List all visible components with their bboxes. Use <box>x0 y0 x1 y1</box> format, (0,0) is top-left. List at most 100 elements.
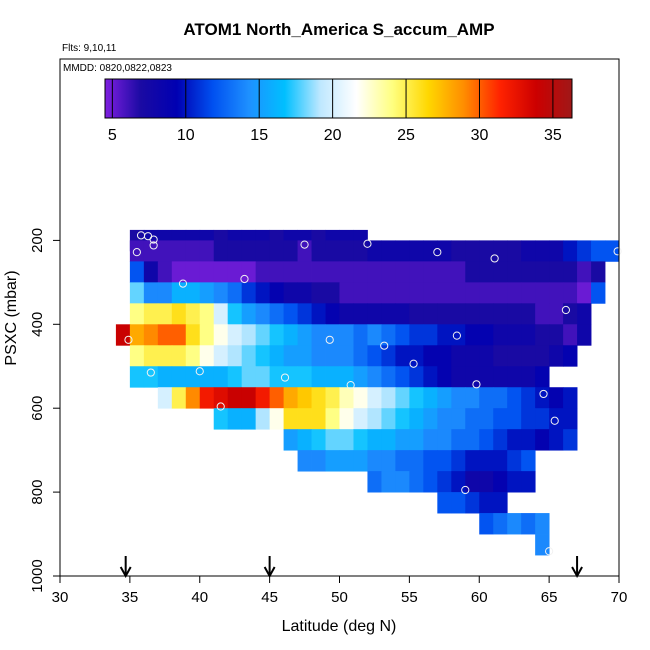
heatmap-cell <box>395 261 410 283</box>
flight-point <box>346 381 355 390</box>
heatmap-cell <box>507 387 522 409</box>
heatmap-cell <box>283 408 298 430</box>
heatmap-cell <box>493 345 508 367</box>
heatmap-cell <box>367 387 382 409</box>
heatmap-cell <box>437 240 452 262</box>
heatmap-cell <box>479 492 494 514</box>
heatmap-cell <box>549 261 564 283</box>
flight-point <box>300 240 309 249</box>
flight-point <box>472 380 481 389</box>
heatmap-cell <box>283 282 298 304</box>
heatmap-cell <box>577 303 592 325</box>
heatmap-cell <box>437 282 452 304</box>
heatmap-cell <box>311 408 326 430</box>
heatmap-cell <box>241 408 257 430</box>
heatmap-cell <box>339 282 354 304</box>
heatmap-cell <box>465 282 480 304</box>
heatmap-cell <box>269 261 284 283</box>
heatmap-cell <box>283 387 298 409</box>
heatmap-cell <box>507 450 522 472</box>
heatmap-cell <box>479 408 494 430</box>
heatmap-cell <box>479 471 494 493</box>
heatmap-cell <box>479 450 494 472</box>
heatmap-cell <box>437 450 452 472</box>
heatmap-cell <box>325 261 340 283</box>
heatmap-cell <box>157 240 173 262</box>
heatmap-cell <box>437 492 452 514</box>
heatmap-cell <box>535 345 550 367</box>
heatmap-cell <box>549 303 564 325</box>
heatmap-cell <box>241 261 257 283</box>
heatmap-cell <box>367 303 382 325</box>
dates-label: MMDD: 0820,0822,0823 <box>63 63 172 74</box>
heatmap-cell <box>283 345 298 367</box>
heatmap-cell <box>353 261 368 283</box>
colorbar-tick-label: 10 <box>177 127 195 144</box>
flight-point <box>561 305 570 315</box>
heatmap-cell <box>367 282 382 304</box>
heatmap-cell <box>171 324 187 346</box>
heatmap-cell <box>451 303 466 325</box>
heatmap-cell <box>283 366 298 388</box>
heatmap-cell <box>367 261 382 283</box>
heatmap-cell <box>325 366 340 388</box>
heatmap-cell <box>213 366 229 388</box>
heatmap-cell <box>297 366 312 388</box>
flight-point <box>550 416 559 425</box>
heatmap-cell <box>199 261 215 283</box>
heatmap-cell <box>535 240 550 262</box>
heatmap-cell <box>185 282 201 304</box>
heatmap-cell <box>353 324 368 346</box>
heatmap-cell <box>353 282 368 304</box>
heatmap-cell <box>507 471 522 493</box>
heatmap-cell <box>423 387 438 409</box>
heatmap-cell <box>199 282 215 304</box>
x-tick-label: 45 <box>261 589 278 606</box>
heatmap-cell <box>521 303 536 325</box>
heatmap-cell <box>549 429 564 451</box>
heatmap-cell <box>451 471 466 493</box>
heatmap-cell <box>563 408 578 430</box>
heatmap-cell <box>227 324 243 346</box>
heatmap-cell <box>395 345 410 367</box>
heatmap-cell <box>241 387 257 409</box>
heatmap-cell <box>381 471 396 493</box>
heatmap-cell <box>521 387 536 409</box>
colorbar-gradient <box>104 78 573 119</box>
heatmap-cell <box>227 387 243 409</box>
heatmap-cell <box>311 303 326 325</box>
y-tick-label: 400 <box>29 312 46 337</box>
x-tick-label: 65 <box>541 589 558 606</box>
colorbar-tick-label: 35 <box>544 127 562 144</box>
flight-point <box>195 367 204 376</box>
x-tick-label: 60 <box>471 589 488 606</box>
heatmap-cell <box>591 240 606 262</box>
heatmap-cell <box>269 240 284 262</box>
heatmap-cell <box>297 345 312 367</box>
heatmap-cell <box>535 534 550 556</box>
flight-point <box>149 241 158 250</box>
heatmap-cell <box>507 345 522 367</box>
heatmap-cell <box>423 282 438 304</box>
heatmap-cell <box>563 240 578 262</box>
heatmap-cell <box>213 282 229 304</box>
heatmap-cell <box>451 387 466 409</box>
heatmap-cell <box>185 303 201 325</box>
heatmap-cell <box>241 324 257 346</box>
heatmap-cell <box>381 282 396 304</box>
heatmap-cell <box>437 324 452 346</box>
heatmap-cell <box>381 261 396 283</box>
heatmap-cell <box>479 345 494 367</box>
heatmap-cell <box>577 240 592 262</box>
heatmap-cell <box>577 261 592 283</box>
heatmap-cell <box>479 303 494 325</box>
heatmap-cell <box>395 324 410 346</box>
heatmap-cell <box>129 303 145 325</box>
heatmap-cell <box>521 345 536 367</box>
heatmap-cell <box>227 303 243 325</box>
heatmap-cell <box>325 429 340 451</box>
heatmap-cell <box>535 261 550 283</box>
heatmap-cell <box>171 387 187 409</box>
heatmap-cell <box>465 450 480 472</box>
heatmap-cell <box>143 345 159 367</box>
